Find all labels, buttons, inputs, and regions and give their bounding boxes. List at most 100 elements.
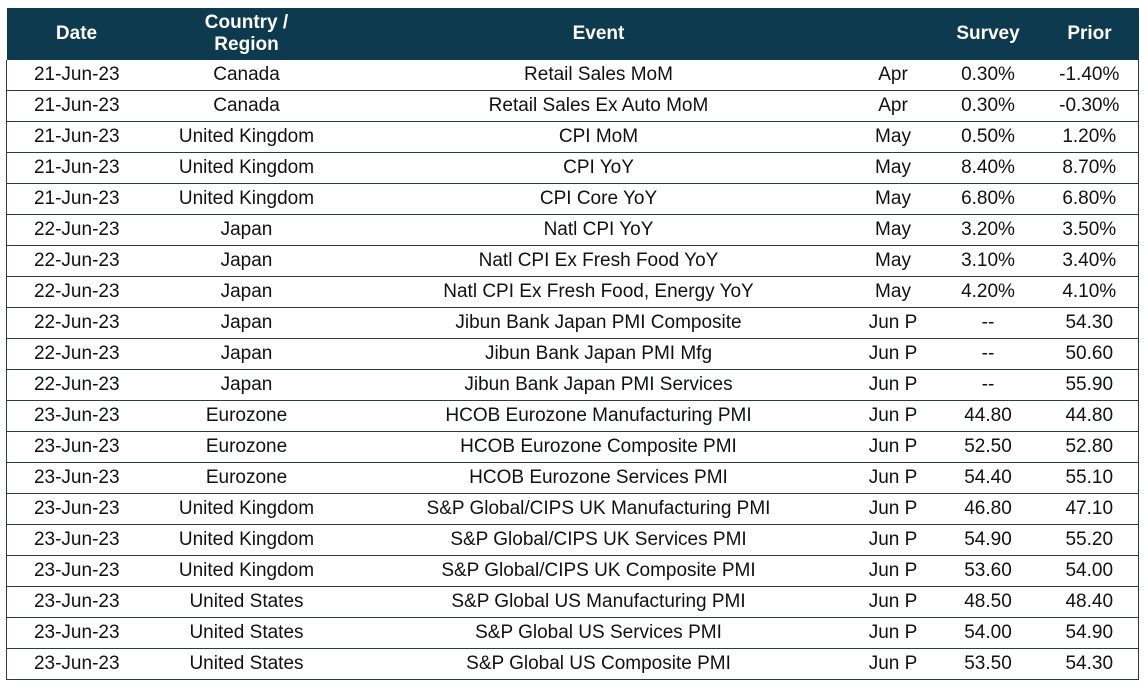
table-cell: 53.50 — [935, 648, 1041, 680]
table-cell: Jun P — [850, 617, 936, 649]
table-cell: 23-Jun-23 — [6, 648, 147, 680]
table-cell: S&P Global US Composite PMI — [346, 648, 851, 680]
table-cell: 3.10% — [935, 245, 1041, 277]
table-body: 21-Jun-23 Canada Retail Sales MoM Apr 0.30% -… — [6, 60, 1139, 680]
table-cell: Jun P — [850, 555, 936, 587]
table-cell: Apr — [850, 60, 936, 91]
table-cell: 23-Jun-23 — [6, 586, 147, 618]
table-cell: 23-Jun-23 — [6, 524, 147, 556]
header-cell: Survey — [935, 8, 1041, 60]
table-cell: Japan — [146, 276, 347, 308]
table-cell: May — [850, 245, 936, 277]
table-cell: 22-Jun-23 — [6, 214, 147, 246]
header-cell — [850, 8, 936, 60]
table-cell: 8.70% — [1040, 152, 1139, 184]
table-cell: Jun P — [850, 400, 936, 432]
table-cell: 3.40% — [1040, 245, 1139, 277]
table-row: 21-Jun-23 Canada Retail Sales Ex Auto MoM A… — [6, 90, 1139, 122]
table-cell: 21-Jun-23 — [6, 121, 147, 153]
table-cell: 55.90 — [1040, 369, 1139, 401]
table-cell: Apr — [850, 90, 936, 122]
calendar-table: Date Country / Region Event Survey Prior… — [6, 8, 1139, 680]
table-cell: Retail Sales Ex Auto MoM — [346, 90, 851, 122]
table-row: 22-Jun-23 Japan Jibun Bank Japan PMI Servi… — [6, 369, 1139, 401]
table-cell: S&P Global US Manufacturing PMI — [346, 586, 851, 618]
table-cell: Canada — [146, 60, 347, 91]
table-cell: 3.50% — [1040, 214, 1139, 246]
table-row: 21-Jun-23 United Kingdom CPI MoM May 0.50% 1.… — [6, 121, 1139, 153]
table-row: 22-Jun-23 Japan Jibun Bank Japan PMI Mfg Ju… — [6, 338, 1139, 370]
table-cell: Jun P — [850, 648, 936, 680]
table-cell: Canada — [146, 90, 347, 122]
header-cell: Event — [346, 8, 851, 60]
header-cell: Country / Region — [146, 8, 347, 60]
table-cell: 47.10 — [1040, 493, 1139, 525]
table-cell: United Kingdom — [146, 121, 347, 153]
table-row: 23-Jun-23 United States S&P Global US Manu… — [6, 586, 1139, 618]
table-cell: 0.50% — [935, 121, 1041, 153]
table-cell: 52.80 — [1040, 431, 1139, 463]
table-cell: United Kingdom — [146, 524, 347, 556]
table-cell: 21-Jun-23 — [6, 183, 147, 215]
table-cell: Natl CPI YoY — [346, 214, 851, 246]
table-cell: 22-Jun-23 — [6, 245, 147, 277]
table-cell: S&P Global/CIPS UK Composite PMI — [346, 555, 851, 587]
table-row: 23-Jun-23 Eurozone HCOB Eurozone Services … — [6, 462, 1139, 494]
table-row: 23-Jun-23 United Kingdom S&P Global/CIPS U… — [6, 524, 1139, 556]
table-cell: 54.90 — [1040, 617, 1139, 649]
table-cell: 23-Jun-23 — [6, 555, 147, 587]
table-cell: 46.80 — [935, 493, 1041, 525]
table-cell: CPI MoM — [346, 121, 851, 153]
table-cell: Japan — [146, 369, 347, 401]
header-cell: Date — [6, 8, 147, 60]
table-cell: 44.80 — [935, 400, 1041, 432]
table-cell: 54.30 — [1040, 648, 1139, 680]
table-cell: Jun P — [850, 369, 936, 401]
table-cell: -- — [935, 338, 1041, 370]
table-cell: 21-Jun-23 — [6, 152, 147, 184]
table-cell: HCOB Eurozone Composite PMI — [346, 431, 851, 463]
table-cell: May — [850, 214, 936, 246]
table-cell: Retail Sales MoM — [346, 60, 851, 91]
table-cell: -- — [935, 369, 1041, 401]
table-cell: United Kingdom — [146, 152, 347, 184]
table-cell: HCOB Eurozone Manufacturing PMI — [346, 400, 851, 432]
table-cell: Jun P — [850, 338, 936, 370]
table-cell: 0.30% — [935, 90, 1041, 122]
table-cell: HCOB Eurozone Services PMI — [346, 462, 851, 494]
table-row: 22-Jun-23 Japan Jibun Bank Japan PMI Compo… — [6, 307, 1139, 339]
table-cell: May — [850, 121, 936, 153]
table-cell: May — [850, 183, 936, 215]
table-cell: Eurozone — [146, 431, 347, 463]
table-cell: 44.80 — [1040, 400, 1139, 432]
table-cell: 1.20% — [1040, 121, 1139, 153]
table-cell: Jun P — [850, 431, 936, 463]
table-cell: 23-Jun-23 — [6, 462, 147, 494]
header-row: Date Country / Region Event Survey Prior — [6, 8, 1139, 60]
table-cell: 50.60 — [1040, 338, 1139, 370]
table-cell: 23-Jun-23 — [6, 493, 147, 525]
table-row: 23-Jun-23 United States S&P Global US Comp… — [6, 648, 1139, 680]
table-row: 23-Jun-23 United Kingdom S&P Global/CIPS U… — [6, 493, 1139, 525]
table-cell: 54.30 — [1040, 307, 1139, 339]
table-cell: Japan — [146, 338, 347, 370]
table-row: 23-Jun-23 United States S&P Global US Serv… — [6, 617, 1139, 649]
table-cell: Jibun Bank Japan PMI Mfg — [346, 338, 851, 370]
table-row: 21-Jun-23 United Kingdom CPI YoY May 8.40% 8.… — [6, 152, 1139, 184]
table-cell: S&P Global/CIPS UK Manufacturing PMI — [346, 493, 851, 525]
table-cell: Jibun Bank Japan PMI Composite — [346, 307, 851, 339]
table-cell: CPI YoY — [346, 152, 851, 184]
table-cell: May — [850, 152, 936, 184]
table-cell: Jun P — [850, 493, 936, 525]
table-cell: 53.60 — [935, 555, 1041, 587]
table-cell: 22-Jun-23 — [6, 276, 147, 308]
table-cell: 48.40 — [1040, 586, 1139, 618]
table-cell: Natl CPI Ex Fresh Food, Energy YoY — [346, 276, 851, 308]
table-row: 21-Jun-23 Canada Retail Sales MoM Apr 0.30% -… — [6, 60, 1139, 91]
table-cell: United States — [146, 648, 347, 680]
table-row: 23-Jun-23 Eurozone HCOB Eurozone Composite… — [6, 431, 1139, 463]
table-cell: 6.80% — [1040, 183, 1139, 215]
table-cell: 3.20% — [935, 214, 1041, 246]
table-cell: 54.00 — [1040, 555, 1139, 587]
